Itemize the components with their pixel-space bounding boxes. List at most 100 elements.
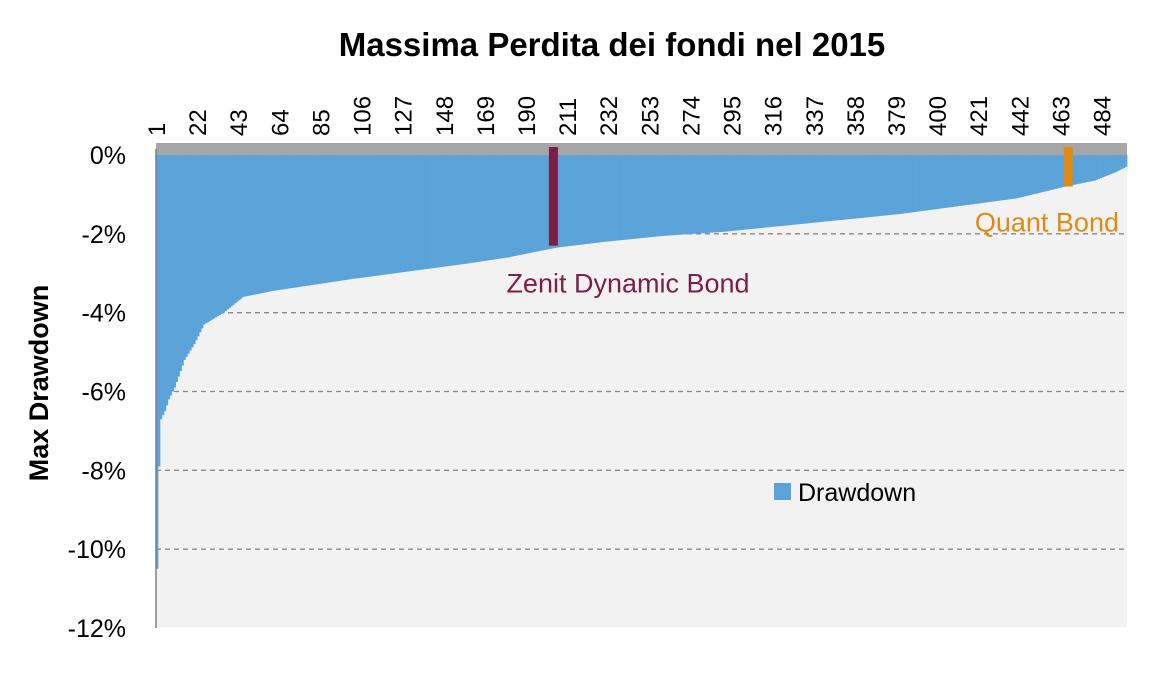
bar <box>204 155 208 324</box>
bar <box>619 155 623 241</box>
bar <box>494 155 498 260</box>
bar <box>952 155 956 207</box>
bar <box>349 155 353 280</box>
bar <box>490 155 494 260</box>
bar <box>657 155 660 237</box>
bar <box>326 155 329 283</box>
bar <box>954 155 958 207</box>
bar <box>921 155 924 211</box>
y-tick-label: -4% <box>82 300 126 328</box>
bar <box>202 155 206 325</box>
bar <box>931 155 934 210</box>
bar <box>572 155 576 246</box>
bar <box>361 155 364 278</box>
bar <box>850 155 854 219</box>
bar <box>653 155 656 237</box>
bar <box>433 155 437 268</box>
bar <box>355 155 359 279</box>
bar <box>731 155 734 231</box>
bar <box>334 155 337 282</box>
bar <box>1093 155 1097 181</box>
bar <box>257 155 261 294</box>
bar <box>625 155 629 240</box>
bar <box>1021 155 1024 197</box>
bar <box>369 155 372 277</box>
bar <box>888 155 891 216</box>
bar <box>267 155 270 292</box>
x-tick-label: 379 <box>884 96 911 136</box>
bar <box>815 155 819 223</box>
bar <box>802 155 805 224</box>
bar <box>960 155 963 206</box>
bar <box>1091 155 1095 182</box>
bar <box>451 155 454 266</box>
bar <box>727 155 730 232</box>
bar <box>441 155 445 267</box>
bar <box>901 155 905 214</box>
bar <box>1074 155 1077 185</box>
bar <box>1031 155 1034 195</box>
bar <box>363 155 366 278</box>
bar <box>776 155 779 227</box>
bar <box>892 155 895 215</box>
bar <box>161 155 165 416</box>
bar <box>500 155 503 259</box>
bar <box>878 155 881 217</box>
bar <box>1009 155 1012 200</box>
bar <box>792 155 795 225</box>
bar <box>584 155 588 245</box>
bar <box>388 155 392 274</box>
bar <box>527 155 531 254</box>
x-tick-label: 190 <box>514 96 541 136</box>
bar <box>966 155 969 205</box>
bar <box>261 155 265 293</box>
bar <box>469 155 472 264</box>
bar <box>903 155 907 214</box>
bar <box>381 155 384 275</box>
bar <box>668 155 672 236</box>
bar <box>980 155 983 204</box>
bar <box>574 155 578 246</box>
bar <box>533 155 537 252</box>
bar <box>543 155 546 250</box>
bar <box>165 155 169 406</box>
legend: Drawdown <box>774 479 916 507</box>
bar <box>279 155 282 290</box>
bar <box>755 155 758 229</box>
bar <box>437 155 441 268</box>
bar <box>316 155 319 285</box>
bar <box>764 155 768 228</box>
bar <box>845 155 848 220</box>
bar <box>449 155 453 266</box>
bar <box>937 155 940 209</box>
bar <box>1038 155 1042 193</box>
bar <box>394 155 398 274</box>
y-tick-label: -8% <box>82 457 126 485</box>
bar <box>692 155 695 234</box>
bar <box>1095 155 1099 180</box>
bar <box>210 155 214 320</box>
highlight-bar <box>1063 147 1073 187</box>
bar <box>747 155 750 230</box>
bar <box>375 155 378 276</box>
bar <box>700 155 703 234</box>
bar <box>1107 155 1110 176</box>
bar <box>635 155 638 239</box>
bar <box>794 155 797 225</box>
bar <box>171 155 175 392</box>
bar <box>817 155 821 223</box>
bar <box>1023 155 1026 197</box>
bar <box>1050 155 1054 190</box>
bar <box>249 155 253 296</box>
bar <box>565 155 568 247</box>
bar <box>678 155 682 235</box>
bar <box>322 155 325 284</box>
bar <box>240 155 243 299</box>
bar <box>371 155 374 277</box>
bar <box>187 155 190 354</box>
bar <box>858 155 862 219</box>
bar <box>424 155 427 270</box>
bar <box>919 155 922 212</box>
bar <box>942 155 946 209</box>
